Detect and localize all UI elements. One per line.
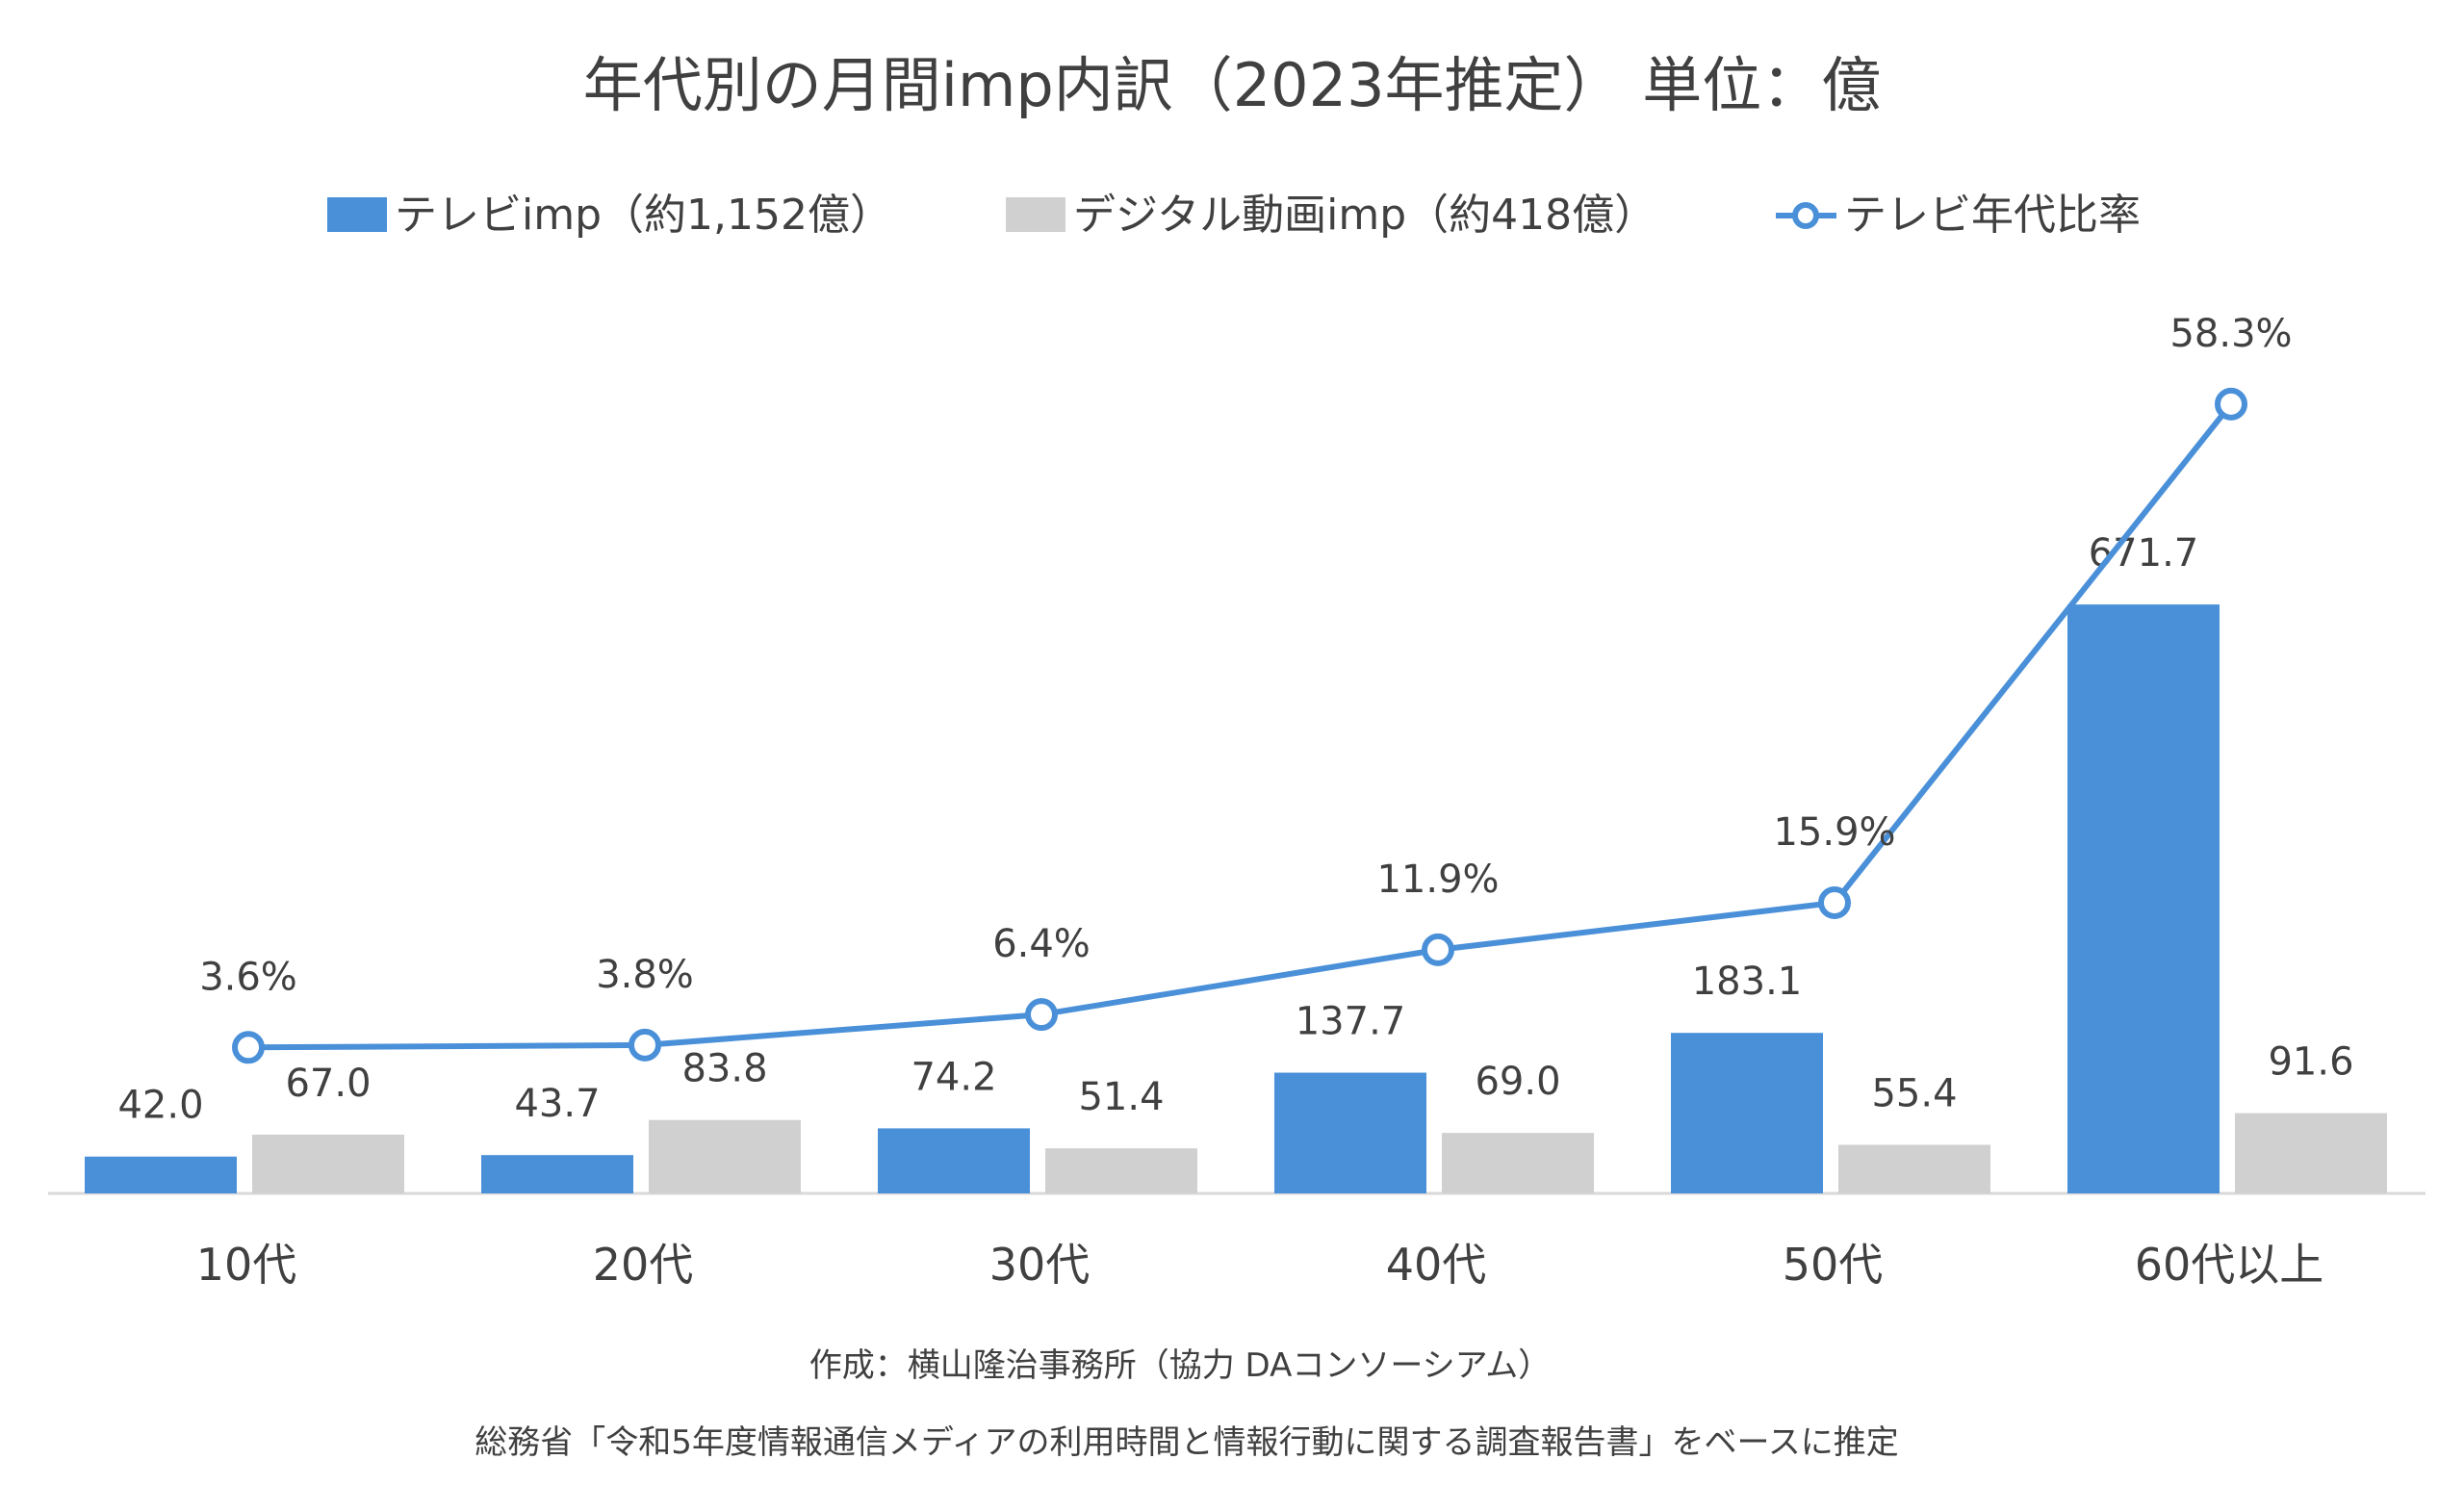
data-label-tv-ratio-4: 15.9% — [1773, 810, 1895, 855]
legend-swatch-digital-video-imp — [1006, 197, 1065, 232]
bar-digital-video-imp-2 — [1045, 1148, 1197, 1193]
x-tick-label-1: 20代 — [593, 1239, 694, 1291]
marker-tv-ratio-4 — [1818, 886, 1851, 920]
legend-label-digital-video-imp: デジタル動画imp（約418億） — [1073, 191, 1656, 240]
line-tv-ratio — [247, 402, 2234, 1051]
data-label-digital-video-imp-2: 51.4 — [1078, 1075, 1164, 1119]
marker-tv-ratio-2 — [1025, 998, 1058, 1032]
x-tick-label-4: 50代 — [1783, 1239, 1884, 1291]
bar-digital-video-imp-1 — [649, 1119, 801, 1193]
data-label-tv-imp-4: 183.1 — [1692, 960, 1803, 1004]
data-label-digital-video-imp-3: 69.0 — [1475, 1060, 1560, 1104]
marker-tv-ratio-3 — [1422, 933, 1454, 966]
x-tick-label-0: 10代 — [196, 1239, 297, 1291]
data-label-tv-imp-0: 42.0 — [117, 1084, 203, 1128]
data-label-digital-video-imp-4: 55.4 — [1871, 1072, 1957, 1116]
bar-digital-video-imp-3 — [1442, 1133, 1594, 1193]
data-label-digital-video-imp-1: 83.8 — [681, 1047, 767, 1091]
bar-tv-imp-1 — [481, 1155, 633, 1193]
legend: テレビimp（約1,152億） デジタル動画imp（約418億） テレビ年代比率 — [327, 191, 2141, 240]
bar-tv-imp-3 — [1274, 1072, 1426, 1193]
bar-tv-imp-4 — [1671, 1033, 1823, 1193]
data-label-digital-video-imp-5: 91.6 — [2268, 1040, 2353, 1085]
data-label-tv-ratio-1: 3.8% — [596, 953, 694, 997]
bar-digital-video-imp-5 — [2235, 1113, 2387, 1193]
data-label-tv-ratio-3: 11.9% — [1376, 858, 1499, 902]
x-axis-ticks: 10代 20代 30代 40代 50代 60代以上 — [196, 1239, 2324, 1291]
data-label-tv-ratio-2: 6.4% — [992, 922, 1091, 966]
footnote-reference: 総務省「令和5年度情報通信メディアの利用時間と情報行動に関する調査報告書」をベー… — [475, 1423, 1899, 1462]
data-label-digital-video-imp-0: 67.0 — [285, 1062, 371, 1106]
bar-tv-imp-5 — [2067, 604, 2220, 1193]
chart-title: 年代別の月間imp内訳（2023年推定） 単位：億 — [583, 50, 1881, 120]
legend-marker-tv-ratio — [1792, 202, 1819, 229]
legend-swatch-tv-imp — [327, 197, 387, 232]
data-label-tv-ratio-0: 3.6% — [199, 955, 297, 999]
plot-area: 42.0 67.0 43.7 83.8 74.2 51.4 137.7 69.0 183.1 55… — [48, 312, 2426, 1195]
data-label-tv-imp-1: 43.7 — [514, 1082, 600, 1126]
footnote-source: 作成：横山隆治事務所（協力 DAコンソーシアム） — [809, 1346, 1552, 1385]
data-label-tv-imp-5: 671.7 — [2089, 531, 2199, 576]
data-label-tv-imp-2: 74.2 — [911, 1055, 996, 1099]
data-label-tv-ratio-5: 58.3% — [2169, 312, 2292, 356]
legend-label-tv-ratio: テレビ年代比率 — [1844, 191, 2141, 240]
marker-tv-ratio-5 — [2215, 387, 2247, 421]
bar-tv-imp-2 — [878, 1128, 1030, 1193]
x-tick-label-5: 60代以上 — [2135, 1239, 2324, 1291]
x-tick-label-3: 40代 — [1386, 1239, 1487, 1291]
x-tick-label-2: 30代 — [989, 1239, 1091, 1291]
data-label-tv-imp-3: 137.7 — [1296, 1000, 1406, 1044]
bar-digital-video-imp-4 — [1838, 1144, 1990, 1193]
marker-tv-ratio-0 — [232, 1031, 265, 1064]
marker-tv-ratio-1 — [629, 1028, 661, 1062]
legend-label-tv-imp: テレビimp（約1,152億） — [395, 191, 892, 240]
bar-tv-imp-0 — [85, 1156, 237, 1193]
bar-digital-video-imp-0 — [252, 1134, 404, 1193]
